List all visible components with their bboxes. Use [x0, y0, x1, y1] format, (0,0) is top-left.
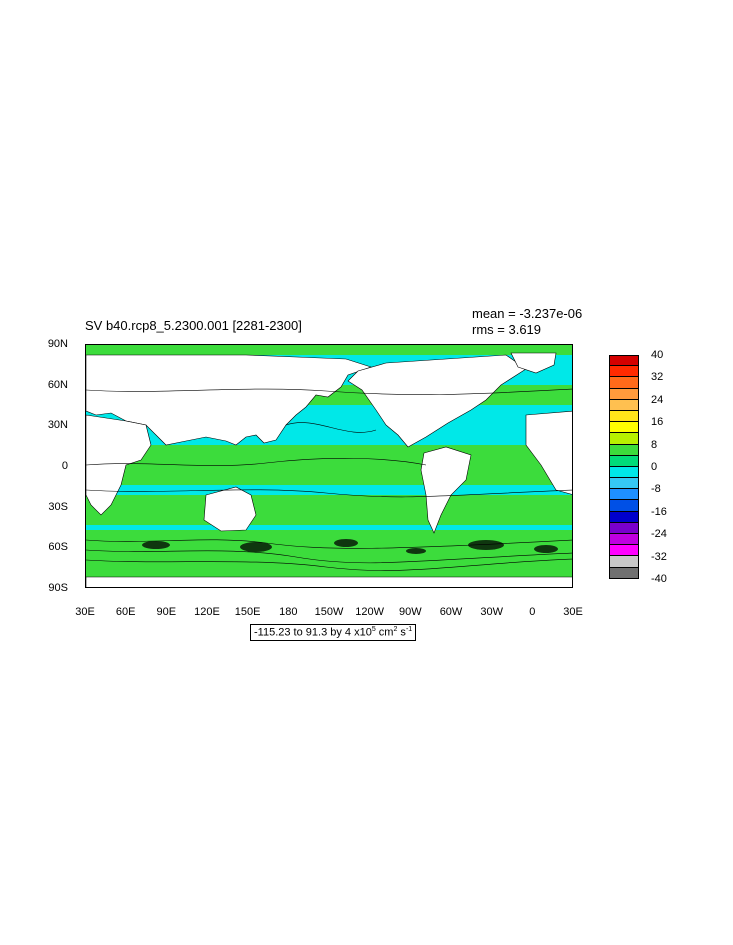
colorbar-label: -16 — [651, 505, 667, 518]
contour-lines — [86, 388, 572, 571]
longitude-label: 120E — [194, 606, 220, 618]
land-south-america — [420, 446, 472, 534]
range-mid: cm — [375, 626, 394, 639]
colorbar-label: 16 — [651, 416, 664, 429]
longitude-label: 60E — [115, 606, 136, 618]
range-exp1: 5 — [371, 626, 376, 633]
latitude-label: 0 — [61, 460, 68, 472]
longitude-label: 180 — [279, 606, 298, 618]
colorbar-label: 32 — [651, 371, 664, 384]
land-greenland — [510, 352, 557, 374]
longitude-label: 150E — [234, 606, 261, 618]
colorbar-swatch — [609, 433, 639, 445]
colorbar-swatch — [609, 466, 639, 479]
ocean-green-band-southern-ocean — [86, 530, 572, 575]
land-antarctica — [86, 576, 572, 587]
longitude-label: 150W — [314, 606, 344, 618]
southern-ocean-eddies — [142, 539, 558, 554]
mean-stat: mean = -3.237e-06 — [472, 306, 583, 321]
rms-stat: rms = 3.619 — [472, 322, 542, 337]
colorbar-label: -24 — [651, 528, 667, 541]
map-plot — [85, 344, 573, 588]
latitude-label: 30S — [48, 500, 68, 513]
colorbar-label: -8 — [651, 483, 661, 496]
longitude-label: 30E — [563, 606, 583, 618]
longitude-label: 120W — [355, 606, 385, 618]
colorbar-swatch — [609, 522, 639, 534]
ocean-green-band-south — [86, 495, 572, 525]
longitude-label: 30W — [480, 606, 503, 618]
colorbar-label: 24 — [651, 393, 664, 406]
colorbar-swatch — [609, 399, 639, 411]
range-s: s — [397, 626, 406, 639]
colorbar-swatch — [609, 545, 639, 557]
latitude-label: 90N — [47, 338, 68, 350]
colorbar-label: 40 — [651, 349, 664, 361]
ocean-green-band-equator — [86, 445, 572, 475]
colorbar-swatch — [609, 500, 639, 512]
colorbar — [609, 355, 639, 579]
longitude-label: 30E — [75, 606, 95, 618]
colorbar-swatch — [609, 422, 639, 434]
range-exp3: -1 — [405, 626, 413, 633]
colorbar-label: -32 — [651, 550, 667, 563]
contour-range-note: -115.23 to 91.3 by 4 x105 cm2 s-1 — [250, 624, 417, 641]
latitude-label: 60N — [47, 378, 68, 391]
colorbar-swatch — [609, 478, 639, 490]
colorbar-swatch — [609, 556, 639, 568]
latitude-label: 30N — [47, 419, 68, 432]
colorbar-swatch — [609, 388, 639, 400]
longitude-label: 90E — [156, 606, 177, 618]
plot-title: SV b40.rcp8_5.2300.001 [2281-2300] — [85, 318, 302, 333]
colorbar-swatch — [609, 534, 639, 546]
colorbar-swatch — [609, 511, 639, 523]
land-africa — [86, 410, 572, 516]
longitude-label: 0 — [529, 606, 536, 618]
land-north-america — [347, 354, 527, 448]
colorbar-label: 0 — [651, 461, 658, 473]
colorbar-label: 8 — [651, 438, 658, 451]
range-exp2: 2 — [393, 626, 398, 633]
colorbar-swatch — [609, 567, 639, 579]
land-australia — [203, 486, 257, 532]
colorbar-swatch — [609, 355, 639, 367]
colorbar-label: -40 — [651, 573, 667, 585]
colorbar-swatch — [609, 489, 639, 501]
range-prefix: -115.23 to 91.3 by 4 x10 — [254, 626, 372, 639]
colorbar-swatch — [609, 455, 639, 467]
latitude-label: 90S — [48, 582, 68, 594]
colorbar-swatch — [609, 410, 639, 423]
longitude-label: 60W — [439, 606, 463, 618]
colorbar-swatch — [609, 444, 639, 456]
colorbar-swatch — [609, 366, 639, 378]
longitude-label: 90W — [399, 606, 422, 618]
colorbar-swatch — [609, 377, 639, 389]
latitude-label: 60S — [48, 541, 68, 554]
